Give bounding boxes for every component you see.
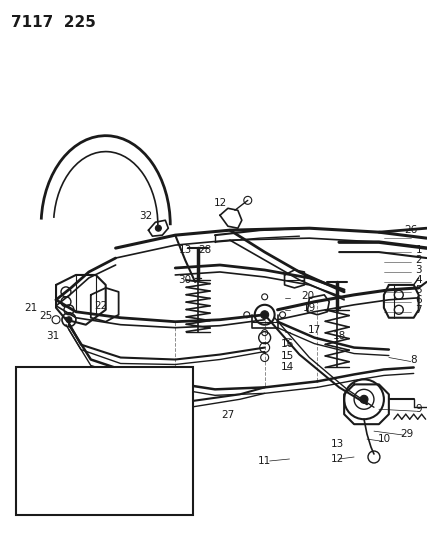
Text: 29: 29 [400,429,413,439]
Text: 22: 22 [94,301,107,311]
Text: 13: 13 [330,439,344,449]
Circle shape [155,225,161,231]
Text: 25: 25 [39,311,53,321]
Circle shape [48,405,60,417]
Text: 27: 27 [221,410,235,420]
Text: 23: 23 [139,377,152,387]
Text: 32: 32 [139,211,152,221]
Text: 5: 5 [415,285,422,295]
Text: 10: 10 [377,434,390,444]
Text: 6: 6 [415,295,422,305]
Text: 27: 27 [29,489,43,499]
Text: 14: 14 [281,362,294,373]
Text: 12: 12 [330,454,344,464]
Text: 3: 3 [415,265,422,275]
Text: 1: 1 [415,245,422,255]
Text: 11: 11 [258,456,271,466]
Text: 12: 12 [213,198,226,208]
Text: 7: 7 [415,305,422,315]
Text: 9: 9 [415,404,422,414]
Circle shape [360,395,368,403]
Text: 31: 31 [46,330,59,341]
Text: 19: 19 [303,303,316,313]
Text: 16: 16 [281,338,294,349]
Text: 7117  225: 7117 225 [11,15,96,30]
Text: 30: 30 [178,275,192,285]
Circle shape [66,317,72,322]
Text: 20: 20 [301,291,314,301]
Text: 15: 15 [281,351,294,360]
Text: 13: 13 [178,245,192,255]
Text: 2: 2 [415,255,422,265]
Text: 24: 24 [109,447,122,457]
Text: 8: 8 [410,354,417,365]
Text: 27: 27 [36,487,50,497]
Text: 27: 27 [39,492,53,502]
Text: 26: 26 [404,225,417,235]
Text: 21: 21 [24,303,38,313]
Text: 4: 4 [415,275,422,285]
Text: 17: 17 [308,325,321,335]
Text: 18: 18 [333,330,346,341]
Circle shape [261,311,269,319]
Text: 28: 28 [199,245,212,255]
Bar [16,367,193,515]
